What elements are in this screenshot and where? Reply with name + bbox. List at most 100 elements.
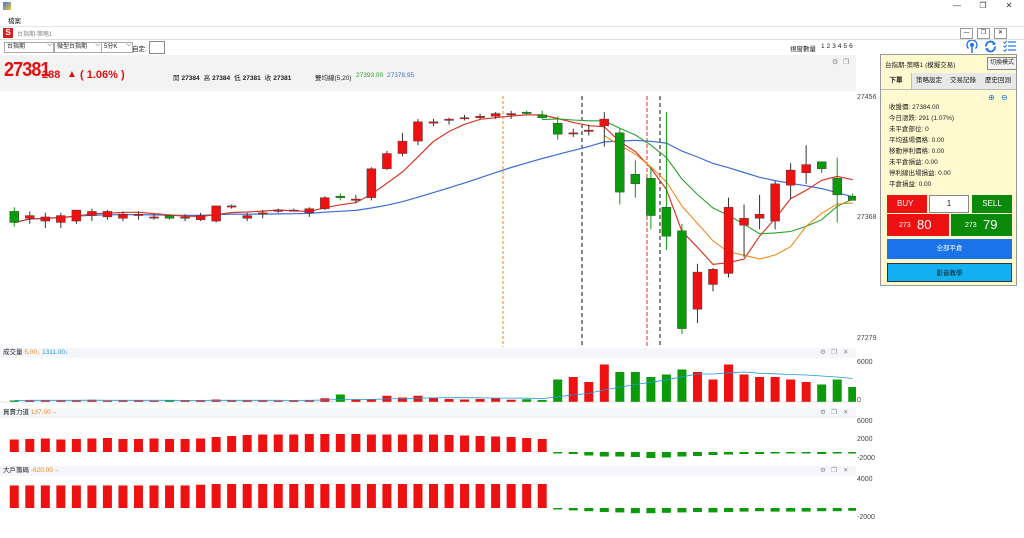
candle-body <box>692 271 703 310</box>
big-player-bar <box>801 508 811 512</box>
big-player-bar <box>180 485 190 508</box>
candle-body <box>475 116 485 118</box>
big-pane-title: 大戶籌碼 <box>3 467 29 474</box>
buy-button[interactable]: BUY <box>887 195 927 213</box>
candle-body <box>553 122 563 135</box>
candle-body <box>832 178 842 196</box>
candle-body <box>40 216 51 222</box>
volume-bar <box>755 377 765 402</box>
candle-body <box>195 215 206 220</box>
ask-price-button[interactable]: 273 79 <box>951 214 1012 236</box>
tab-backtest[interactable]: 歷史回測 <box>985 77 1011 84</box>
candle-body <box>320 197 330 209</box>
sell-button[interactable]: SELL <box>972 195 1012 213</box>
zoom-in-icon[interactable]: ⊕ <box>988 93 995 102</box>
switch-mode-button[interactable]: 切換模式 <box>987 57 1017 70</box>
candlestick-chart[interactable] <box>0 91 858 347</box>
volume-bar <box>133 400 143 402</box>
tab-trade-log[interactable]: 交易記錄 <box>950 77 976 84</box>
position-info-line: 收盤價: 27384.00 <box>889 104 940 111</box>
pane-settings-icon[interactable]: ⚙ <box>820 349 826 356</box>
chart-settings-icon[interactable]: ⚙ <box>832 59 839 66</box>
close-icon[interactable]: ✕ <box>1005 1 1013 10</box>
view-count-option[interactable]: 1 <box>821 43 825 50</box>
refresh-icon[interactable] <box>984 40 997 53</box>
custom-interval-input[interactable] <box>149 41 165 54</box>
pane-copy-icon[interactable]: ❐ <box>831 467 837 474</box>
ohlc-value: 27381 <box>273 75 292 82</box>
force-pane-header: 買賣力道 137.00→ ⚙ ❐ ✕ <box>0 408 856 418</box>
menu-bar: 檔案 <box>0 12 1024 27</box>
force-bar <box>630 452 640 457</box>
candle-body <box>754 213 765 219</box>
pane-close-icon[interactable]: ✕ <box>843 409 849 416</box>
child-window-title-bar: S 台指期-策略1 — ❐ ✕ <box>0 27 1024 40</box>
big-player-bar <box>133 485 143 508</box>
volume-bar <box>196 400 206 402</box>
volume-bar <box>708 379 718 402</box>
view-count-option[interactable]: 2 <box>826 43 831 50</box>
volume-bar <box>25 400 35 402</box>
ma5-value: 27393.00 <box>356 72 384 79</box>
volume-bar <box>677 369 687 402</box>
child-maximize-icon[interactable]: ❐ <box>977 28 990 39</box>
candle-body <box>149 216 159 219</box>
candle-body <box>428 121 439 124</box>
bid-price-button[interactable]: 273 80 <box>887 214 949 236</box>
volume-bar <box>568 377 578 402</box>
view-count-option[interactable]: 3 <box>832 43 836 50</box>
view-count-option[interactable]: 5 <box>843 43 848 50</box>
menu-file[interactable]: 檔案 <box>8 18 21 25</box>
right-arrow-icon: → <box>52 467 60 474</box>
pane-close-icon[interactable]: ✕ <box>843 349 849 356</box>
quantity-input[interactable]: 1 <box>929 195 969 213</box>
strategy-list-icon[interactable] <box>1003 40 1017 53</box>
volume-bar <box>289 400 299 402</box>
candle-body <box>848 196 858 201</box>
broadcast-icon[interactable] <box>966 39 978 53</box>
chart-copy-icon[interactable]: ❐ <box>843 59 850 66</box>
pane-copy-icon[interactable]: ❐ <box>831 409 837 416</box>
force-bar <box>692 452 702 456</box>
big-player-bar <box>553 508 563 510</box>
symbol-select[interactable]: 台指期 <box>4 41 54 53</box>
big-player-bar <box>9 485 19 508</box>
tab-strategy-settings[interactable]: 策略設定 <box>916 77 942 84</box>
child-close-icon[interactable]: ✕ <box>994 28 1007 39</box>
force-bar <box>304 434 314 452</box>
video-tutorial-button[interactable]: 影音教學 <box>887 263 1012 282</box>
maximize-icon[interactable]: ❐ <box>979 1 987 10</box>
volume-bar <box>630 372 640 402</box>
pane-settings-icon[interactable]: ⚙ <box>820 467 826 474</box>
product-type-select[interactable]: 微型台指期 <box>54 41 102 53</box>
zoom-out-icon[interactable]: ⊖ <box>1001 93 1008 102</box>
big-player-bar <box>599 508 609 512</box>
candle-body <box>444 118 454 121</box>
candle-body <box>351 198 361 201</box>
pane-settings-icon[interactable]: ⚙ <box>820 409 826 416</box>
minimize-icon[interactable]: — <box>953 1 961 10</box>
candle-body <box>397 140 408 154</box>
force-bar <box>615 452 625 457</box>
close-all-button[interactable]: 全部平倉 <box>887 239 1012 259</box>
volume-bar <box>165 400 175 402</box>
ohlc-readout: 開 27384 高 27384 低 27381 收 27381 <box>173 72 295 82</box>
pane-copy-icon[interactable]: ❐ <box>831 349 837 356</box>
ohlc-value: 27384 <box>212 75 231 82</box>
tab-order[interactable]: 下單 <box>881 73 912 89</box>
volume-bar <box>832 379 842 402</box>
pane-close-icon[interactable]: ✕ <box>843 467 849 474</box>
big-player-bar <box>242 484 252 508</box>
force-bar <box>149 438 159 452</box>
child-minimize-icon[interactable]: — <box>960 28 973 39</box>
force-value-1: 137.00 <box>30 409 51 416</box>
volume-bar <box>584 382 594 402</box>
volume-pane-title: 成交量 <box>3 349 23 356</box>
candle-body <box>630 173 641 185</box>
interval-select[interactable]: 5分K <box>101 41 133 53</box>
force-bar <box>817 452 827 454</box>
view-count-option[interactable]: 4 <box>837 43 842 50</box>
force-bar <box>661 452 671 458</box>
view-count-option[interactable]: 6 <box>849 43 853 50</box>
force-bar <box>739 452 749 454</box>
